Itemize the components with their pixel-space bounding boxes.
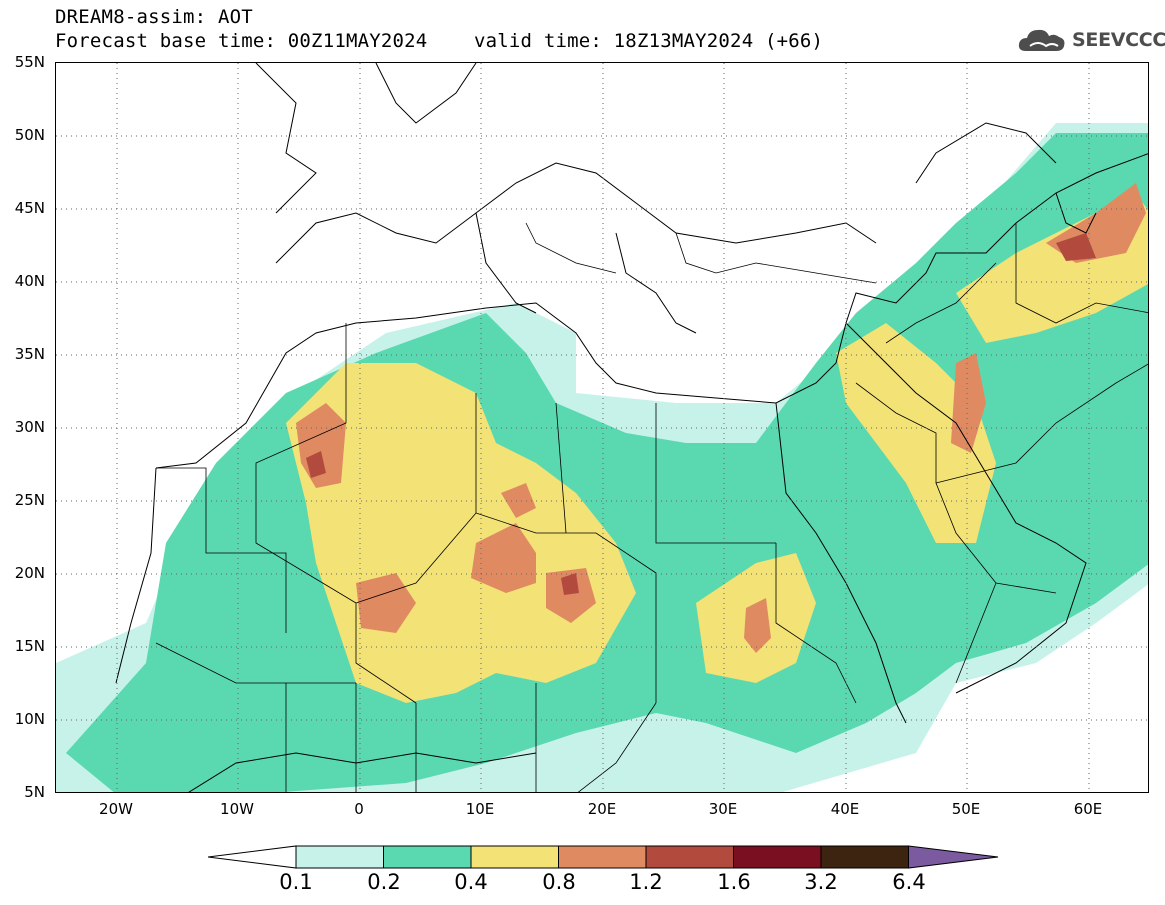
lon-label: 0	[354, 800, 364, 818]
colorbar-over-arrow	[908, 845, 999, 869]
colorbar-label: 0.8	[542, 870, 576, 894]
colorbar-swatch	[645, 845, 734, 869]
lat-label: 40N	[14, 272, 45, 290]
cloud-icon	[1018, 29, 1065, 51]
lon-label: 20E	[587, 800, 617, 818]
graticule	[56, 63, 1148, 792]
colorbar-swatch	[820, 845, 909, 869]
lat-label: 20N	[14, 564, 45, 582]
forecast-time-line: Forecast base time: 00Z11MAY2024 valid t…	[55, 30, 824, 52]
colorbar-label: 1.2	[629, 870, 663, 894]
lat-label: 35N	[14, 345, 45, 363]
colorbar-under-arrow	[208, 845, 297, 869]
lon-label: 60E	[1073, 800, 1103, 818]
colorbar-label: 0.2	[367, 870, 401, 894]
aot-field	[56, 63, 1148, 792]
lat-label: 55N	[14, 53, 45, 71]
colorbar-label: 0.1	[279, 870, 313, 894]
aot-map	[55, 62, 1149, 793]
lon-label: 10W	[220, 800, 254, 818]
map-title: DREAM8-assim: AOT	[55, 6, 253, 28]
lat-label: 15N	[14, 637, 45, 655]
colorbar-swatch	[470, 845, 559, 869]
colorbar-swatch	[295, 845, 384, 869]
lat-label: 30N	[14, 418, 45, 436]
lon-label: 40E	[830, 800, 860, 818]
logo-text: SEEVCCC	[1072, 29, 1165, 51]
colorbar-label: 3.2	[804, 870, 838, 894]
colorbar-label: 6.4	[892, 870, 926, 894]
colorbar	[208, 845, 999, 869]
aot-level-0-2	[66, 133, 1148, 792]
lon-label: 10E	[465, 800, 495, 818]
country-borders	[155, 222, 1148, 792]
colorbar-swatch	[558, 845, 647, 869]
colorbar-swatch	[733, 845, 822, 869]
lat-label: 10N	[14, 710, 45, 728]
lat-label: 25N	[14, 491, 45, 509]
lon-label: 30E	[708, 800, 738, 818]
aot-level-1-2	[306, 233, 1096, 595]
colorbar-swatch	[383, 845, 472, 869]
colorbar-label: 1.6	[717, 870, 751, 894]
lat-label: 45N	[14, 199, 45, 217]
lat-label: 5N	[24, 783, 45, 801]
lat-label: 50N	[14, 126, 45, 144]
lon-label: 50E	[951, 800, 981, 818]
seevccc-logo: SEEVCCC	[1016, 24, 1165, 56]
lon-label: 20W	[99, 800, 133, 818]
colorbar-label: 0.4	[454, 870, 488, 894]
